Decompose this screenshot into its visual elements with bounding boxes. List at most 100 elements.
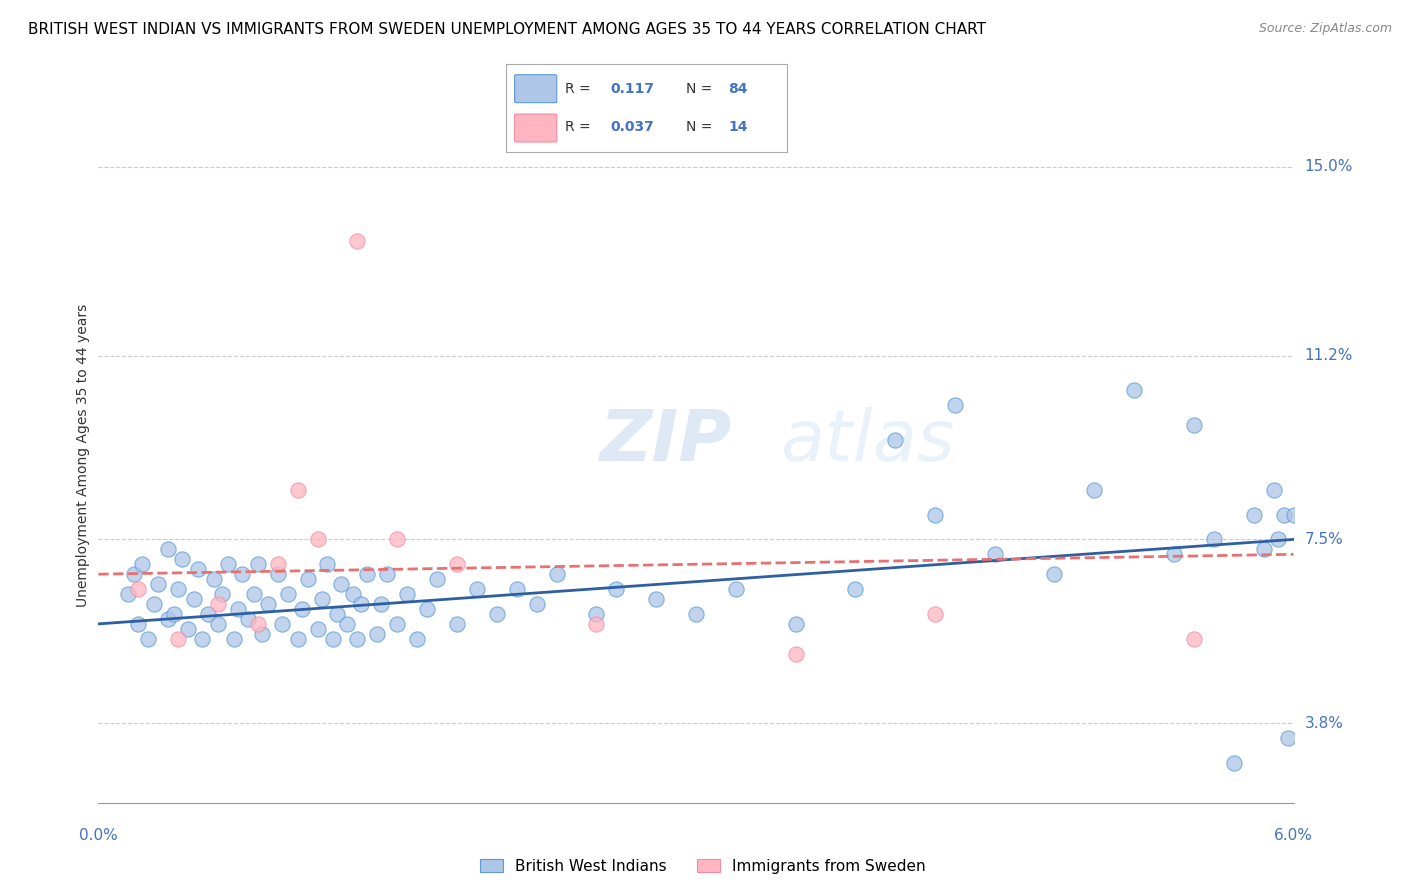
Point xyxy=(446,616,468,631)
Text: 3.8%: 3.8% xyxy=(1305,715,1344,731)
Point xyxy=(246,558,269,572)
Point xyxy=(1263,483,1285,497)
Point xyxy=(585,616,607,631)
Point xyxy=(243,587,266,601)
Point xyxy=(157,542,180,557)
Text: ZIP: ZIP xyxy=(600,407,733,475)
Point xyxy=(375,567,398,582)
Point xyxy=(346,234,368,248)
Point xyxy=(297,572,319,586)
Point xyxy=(1123,384,1146,398)
Point xyxy=(183,592,205,607)
Point xyxy=(336,616,359,631)
Text: 7.5%: 7.5% xyxy=(1305,532,1343,547)
Point xyxy=(290,602,312,616)
Point xyxy=(217,558,239,572)
Point xyxy=(366,627,388,641)
Point xyxy=(1182,418,1205,433)
Text: 15.0%: 15.0% xyxy=(1305,159,1353,174)
Point xyxy=(465,582,488,596)
Point xyxy=(785,647,807,661)
Point xyxy=(270,616,292,631)
Point xyxy=(1163,547,1185,561)
Point xyxy=(117,587,139,601)
Text: 14: 14 xyxy=(728,120,748,134)
Legend: British West Indians, Immigrants from Sweden: British West Indians, Immigrants from Sw… xyxy=(474,853,932,880)
Text: R =: R = xyxy=(565,120,595,134)
Text: N =: N = xyxy=(686,82,717,95)
Point xyxy=(924,508,946,522)
Point xyxy=(350,597,373,611)
Point xyxy=(287,632,309,646)
Point xyxy=(983,547,1005,561)
Point xyxy=(546,567,568,582)
Point xyxy=(1282,508,1305,522)
Point xyxy=(316,558,339,572)
Point xyxy=(157,612,180,626)
Point xyxy=(605,582,627,596)
Text: atlas: atlas xyxy=(779,407,955,475)
Point xyxy=(396,587,419,601)
Y-axis label: Unemployment Among Ages 35 to 44 years: Unemployment Among Ages 35 to 44 years xyxy=(76,303,90,607)
Text: 11.2%: 11.2% xyxy=(1305,348,1353,363)
Point xyxy=(226,602,249,616)
Point xyxy=(785,616,807,631)
Text: 0.0%: 0.0% xyxy=(79,828,118,843)
Point xyxy=(136,632,159,646)
Point xyxy=(197,607,219,621)
Text: BRITISH WEST INDIAN VS IMMIGRANTS FROM SWEDEN UNEMPLOYMENT AMONG AGES 35 TO 44 Y: BRITISH WEST INDIAN VS IMMIGRANTS FROM S… xyxy=(28,22,986,37)
Point xyxy=(1222,756,1246,770)
Point xyxy=(446,558,468,572)
Point xyxy=(131,558,153,572)
Point xyxy=(485,607,508,621)
Point xyxy=(307,533,329,547)
Point xyxy=(287,483,309,497)
Point xyxy=(844,582,866,596)
Text: 84: 84 xyxy=(728,82,748,95)
Point xyxy=(231,567,253,582)
Point xyxy=(267,567,290,582)
Point xyxy=(645,592,668,607)
Text: R =: R = xyxy=(565,82,595,95)
Point xyxy=(1202,533,1225,547)
FancyBboxPatch shape xyxy=(515,114,557,142)
Point xyxy=(167,582,190,596)
Point xyxy=(207,597,229,611)
Point xyxy=(1272,508,1295,522)
Point xyxy=(191,632,214,646)
Point xyxy=(236,612,259,626)
Point xyxy=(207,616,229,631)
Point xyxy=(585,607,607,621)
Point xyxy=(356,567,378,582)
Point xyxy=(311,592,333,607)
Point xyxy=(163,607,186,621)
FancyBboxPatch shape xyxy=(515,75,557,103)
Point xyxy=(330,577,353,591)
Point xyxy=(924,607,946,621)
Point xyxy=(426,572,449,586)
Point xyxy=(526,597,548,611)
Point xyxy=(124,567,146,582)
Point xyxy=(322,632,344,646)
Point xyxy=(267,558,290,572)
Point xyxy=(1253,542,1275,557)
Point xyxy=(685,607,707,621)
Point xyxy=(202,572,225,586)
Point xyxy=(406,632,429,646)
Point xyxy=(127,616,149,631)
Point xyxy=(307,622,329,636)
Point xyxy=(1277,731,1299,746)
Text: 6.0%: 6.0% xyxy=(1274,828,1313,843)
Text: N =: N = xyxy=(686,120,717,134)
Point xyxy=(416,602,439,616)
Point xyxy=(385,616,409,631)
Point xyxy=(246,616,269,631)
Text: Source: ZipAtlas.com: Source: ZipAtlas.com xyxy=(1258,22,1392,36)
Point xyxy=(1083,483,1105,497)
Point xyxy=(143,597,166,611)
Point xyxy=(256,597,278,611)
Point xyxy=(1243,508,1265,522)
Point xyxy=(167,632,190,646)
Point xyxy=(943,398,966,412)
Point xyxy=(211,587,233,601)
